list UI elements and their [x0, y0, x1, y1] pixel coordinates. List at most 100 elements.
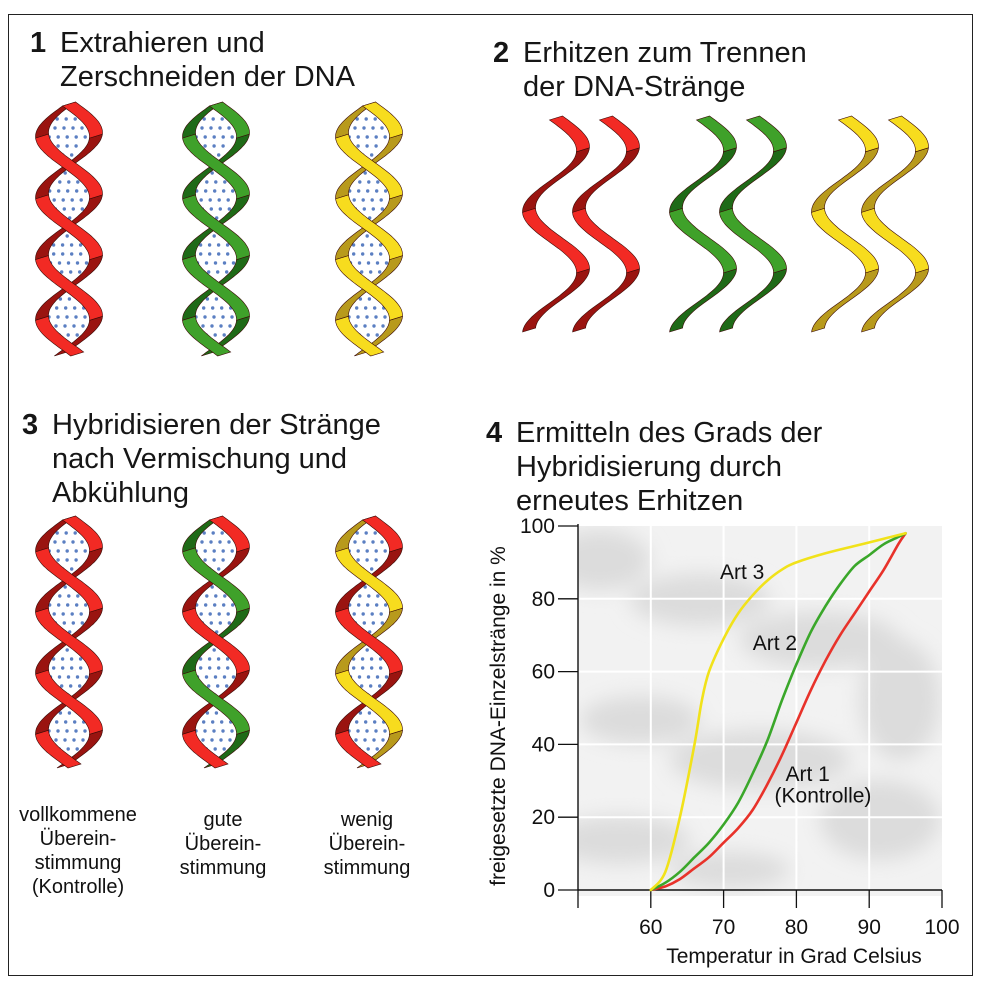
- base-pair-dot: [63, 171, 67, 175]
- base-pair-dot: [65, 144, 69, 148]
- base-pair-dot: [383, 315, 387, 319]
- base-pair-dot: [218, 207, 222, 211]
- base-pair-dot: [353, 126, 357, 130]
- base-pair-dot: [231, 261, 236, 265]
- match-label-good-line-2: Überein-: [184, 833, 262, 855]
- series-line-art-1: [649, 532, 907, 892]
- base-pair-dot: [65, 549, 69, 553]
- single-strand-front: [695, 115, 737, 153]
- base-pair-dot: [380, 207, 384, 211]
- base-pair-dot: [358, 594, 362, 598]
- base-pair-dot: [62, 207, 66, 211]
- base-pair-dot: [356, 729, 360, 733]
- series-annotation: (Kontrolle): [775, 785, 872, 808]
- x-tick-label: 60: [639, 916, 662, 939]
- base-pair-dot: [370, 252, 374, 256]
- match-label-good: gute Überein- stimmung: [158, 808, 288, 880]
- base-pair-dot: [216, 243, 221, 247]
- dna-single-strand-icon-green: [669, 115, 787, 333]
- base-pair-dot: [208, 612, 212, 616]
- base-pair-dot: [231, 603, 235, 607]
- base-pair-dot: [212, 144, 216, 148]
- panel-2-line-1: Erhitzen zum Trennen: [523, 37, 807, 69]
- x-tick-label: 70: [712, 916, 735, 939]
- base-pair-dot: [222, 603, 226, 607]
- x-tick-label: 80: [785, 916, 808, 939]
- base-pair-dot: [367, 180, 371, 184]
- single-strand-back: [669, 268, 737, 333]
- base-pair-dot: [362, 126, 366, 130]
- y-tick-label: 0: [543, 879, 555, 902]
- base-pair-dot: [200, 540, 204, 544]
- base-pair-dot: [207, 684, 211, 688]
- single-strand-front: [887, 115, 929, 153]
- base-pair-dot: [81, 324, 85, 328]
- base-pair-dot: [369, 243, 374, 247]
- strand-a-front: [208, 515, 250, 553]
- single-strand-back: [522, 268, 590, 333]
- base-pair-dot: [380, 126, 384, 130]
- x-tick-label: 90: [858, 916, 881, 939]
- single-strand-front: [522, 208, 590, 274]
- panel-4-line-3: erneutes Erhitzen: [516, 485, 744, 517]
- base-pair-dot: [221, 729, 225, 733]
- panel-2-title: 2 Erhitzen zum Trennen der DNA-Stränge: [493, 36, 807, 103]
- panel-4-title: 4 Ermitteln des Grads der Hybridisierung…: [486, 416, 822, 517]
- base-pair-dot: [210, 324, 214, 328]
- match-label-perfect-line-3: stimmung: [34, 852, 122, 874]
- base-pair-dot: [203, 729, 207, 733]
- strand-b-front: [35, 133, 103, 200]
- base-pair-dot: [373, 531, 377, 535]
- base-pair-dot: [72, 324, 76, 328]
- y-tick-label: 60: [532, 661, 555, 684]
- base-pair-dot: [199, 198, 203, 202]
- base-pair-dot: [199, 252, 203, 256]
- base-pair-dot: [218, 621, 222, 625]
- base-pair-dot: [374, 144, 378, 148]
- strand-b-front: [182, 255, 250, 321]
- match-label-low-line-2: Überein-: [328, 833, 406, 855]
- base-pair-dot: [199, 666, 203, 670]
- base-pair-dot: [53, 126, 57, 130]
- base-pair-dot: [63, 738, 67, 742]
- base-pair-dot: [356, 558, 360, 562]
- base-pair-dot: [70, 198, 74, 202]
- base-pair-dot: [226, 252, 230, 256]
- base-pair-dot: [205, 711, 210, 715]
- base-pair-dot: [226, 612, 230, 616]
- base-pair-dot: [201, 324, 205, 328]
- panel-2-line-2: der DNA-Stränge: [523, 71, 746, 103]
- base-pair-dot: [221, 144, 225, 148]
- base-pair-dot: [366, 603, 370, 607]
- match-label-low-line-3: stimmung: [323, 857, 411, 879]
- base-pair-dot: [372, 324, 376, 328]
- panel-3-line-3: Abkühlung: [52, 477, 190, 509]
- base-pair-dot: [364, 117, 368, 121]
- base-pair-dot: [63, 324, 67, 328]
- strand-a-front: [61, 515, 103, 553]
- base-pair-dot: [75, 189, 79, 193]
- panel-1-title: 1 Extrahieren und Zerschneiden der DNA: [30, 26, 355, 93]
- base-pair-dot: [84, 261, 89, 265]
- base-pair-dot: [365, 144, 369, 148]
- base-pair-dot: [74, 315, 78, 319]
- base-pair-dot: [81, 738, 85, 742]
- match-label-perfect-line-1: vollkommene: [19, 804, 137, 826]
- base-pair-dot: [213, 675, 218, 679]
- base-pair-dot: [216, 270, 220, 274]
- y-tick-label: 40: [532, 733, 555, 756]
- base-pair-dot: [55, 720, 59, 724]
- base-pair-dot: [352, 198, 356, 202]
- base-pair-dot: [66, 675, 71, 679]
- series-line-art-2: [649, 532, 907, 892]
- base-pair-dot: [202, 720, 206, 724]
- base-pair-dot: [355, 720, 359, 724]
- base-pair-dot: [369, 657, 374, 661]
- base-pair-dot: [214, 711, 219, 715]
- chart-axes: [577, 524, 942, 891]
- base-pair-dot: [203, 549, 207, 553]
- y-tick-label: 100: [520, 515, 555, 538]
- base-pair-dot: [65, 315, 69, 319]
- base-pair-dot: [360, 657, 365, 661]
- base-pair-dot: [56, 135, 60, 139]
